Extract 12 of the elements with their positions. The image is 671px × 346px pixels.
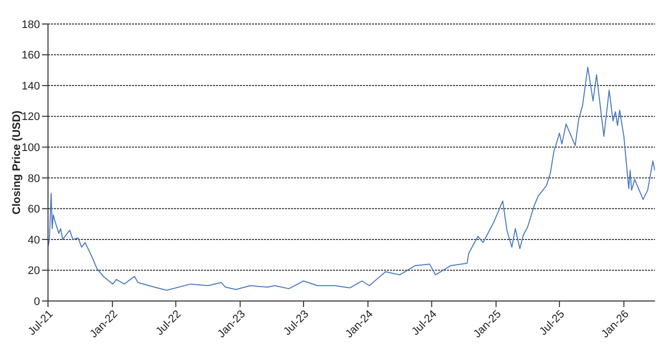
line-series bbox=[48, 66, 655, 291]
y-tick-label: 60 bbox=[28, 204, 40, 216]
y-tick-label: 120 bbox=[22, 111, 40, 124]
y-tick-label: 160 bbox=[22, 50, 40, 62]
y-tick-label: 180 bbox=[22, 18, 40, 31]
y-tick-label: 80 bbox=[28, 172, 40, 185]
y-tick-label: 20 bbox=[28, 265, 40, 278]
y-tick-label: 0 bbox=[34, 296, 40, 308]
y-axis-title: Closing Price (USD) bbox=[10, 110, 23, 214]
y-tick-label: 40 bbox=[28, 234, 40, 246]
y-tick-label: 140 bbox=[22, 80, 40, 92]
y-tick-label: 100 bbox=[22, 142, 40, 154]
